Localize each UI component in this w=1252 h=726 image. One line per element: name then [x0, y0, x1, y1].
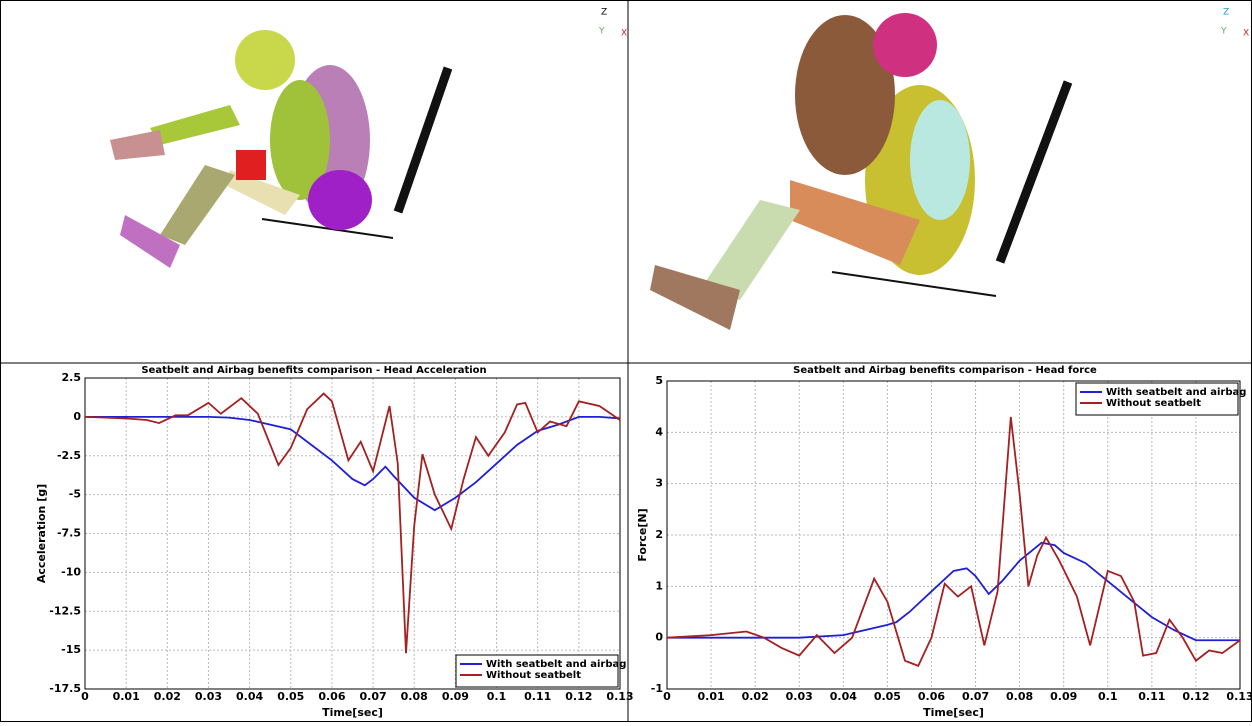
x-tick-label: 0.12 [565, 690, 592, 703]
floor [831, 271, 997, 297]
pelvis [308, 170, 372, 230]
y-tick-label: -12.5 [49, 604, 81, 617]
series-line [667, 541, 1240, 642]
x-axis-label: Time[sec] [322, 706, 383, 719]
thigh [225, 170, 300, 215]
x-tick-label: 0.12 [1182, 690, 1209, 703]
y-tick-label: 1 [655, 579, 663, 592]
y-tick-label: 3 [655, 477, 663, 490]
leg [160, 165, 235, 245]
x-tick-label: 0.07 [962, 690, 989, 703]
x-tick-label: 0.07 [360, 690, 387, 703]
dummy-left [110, 30, 453, 268]
foot [120, 215, 180, 268]
floor [261, 218, 394, 239]
series-line [85, 415, 621, 512]
x-tick-label: 0 [81, 690, 89, 703]
chart-title: Seatbelt and Airbag benefits comparison … [793, 365, 1097, 376]
y-tick-label: 0 [73, 410, 81, 423]
axis-y: Y [598, 27, 605, 37]
x-tick-label: 0.13 [606, 690, 633, 703]
steering [393, 66, 453, 214]
leg [700, 200, 800, 300]
hand [110, 130, 165, 160]
x-tick-label: 0.03 [786, 690, 813, 703]
steering [995, 80, 1073, 264]
foot [650, 265, 740, 330]
x-tick-label: 0.1 [1098, 690, 1118, 703]
chest [270, 80, 330, 200]
x-tick-label: 0.09 [1050, 690, 1077, 703]
x-tick-label: 0.05 [277, 690, 304, 703]
chest [910, 100, 970, 220]
y-axis-label: Acceleration [g] [35, 484, 48, 583]
x-tick-label: 0 [663, 690, 671, 703]
y-tick-label: -15 [61, 643, 81, 656]
y-tick-label: -17.5 [49, 682, 81, 695]
arm [150, 105, 240, 145]
y-tick-label: -10 [61, 565, 81, 578]
legend-label: With seatbelt and airbag [486, 659, 626, 670]
thigh [790, 180, 920, 265]
dummy-right [650, 13, 1073, 330]
y-tick-label: -7.5 [57, 527, 81, 540]
x-tick-label: 0.11 [524, 690, 551, 703]
legend-box [1075, 382, 1239, 416]
y-tick-label: 0 [655, 631, 663, 644]
x-tick-label: 0.04 [236, 690, 263, 703]
x-tick-label: 0.13 [1226, 690, 1252, 703]
x-tick-label: 0.06 [918, 690, 945, 703]
axis-x: X [621, 29, 627, 39]
knee [236, 150, 266, 180]
plot-frame [666, 380, 1241, 690]
x-tick-label: 0.02 [742, 690, 769, 703]
legend-label: Without seatbelt [1106, 398, 1201, 409]
axis-x: X [1243, 29, 1249, 39]
x-tick-label: 0.05 [874, 690, 901, 703]
x-tick-label: 0.01 [113, 690, 140, 703]
y-axis-label: Force[N] [636, 508, 649, 561]
x-tick-label: 0.04 [830, 690, 857, 703]
x-tick-label: 0.03 [195, 690, 222, 703]
x-tick-label: 0.08 [1006, 690, 1033, 703]
x-tick-label: 0.06 [318, 690, 345, 703]
axis-z: Z [1223, 8, 1229, 18]
y-tick-label: -1 [651, 682, 663, 695]
x-tick-label: 0.11 [1138, 690, 1165, 703]
legend-label: Without seatbelt [486, 670, 581, 681]
chart-title: Seatbelt and Airbag benefits comparison … [141, 365, 486, 376]
x-axis-label: Time[sec] [923, 706, 984, 719]
y-tick-label: -2.5 [57, 449, 81, 462]
x-tick-label: 0.1 [487, 690, 507, 703]
head [235, 30, 295, 90]
plot-frame [84, 377, 621, 690]
x-tick-label: 0.02 [154, 690, 181, 703]
y-tick-label: 5 [655, 374, 663, 387]
legend-box [455, 654, 619, 688]
series-line [666, 416, 1241, 668]
legend-label: With seatbelt and airbag [1106, 387, 1246, 398]
y-tick-label: 4 [655, 425, 663, 438]
airbag [795, 15, 895, 175]
x-tick-label: 0.08 [401, 690, 428, 703]
y-tick-label: -5 [69, 488, 81, 501]
axis-y: Y [1220, 27, 1227, 37]
head [873, 13, 937, 77]
axis-z: Z [601, 8, 607, 18]
x-tick-label: 0.01 [698, 690, 725, 703]
x-tick-label: 0.09 [442, 690, 469, 703]
y-tick-label: 2 [655, 528, 663, 541]
y-tick-label: 2.5 [62, 371, 82, 384]
series-line [84, 392, 621, 654]
